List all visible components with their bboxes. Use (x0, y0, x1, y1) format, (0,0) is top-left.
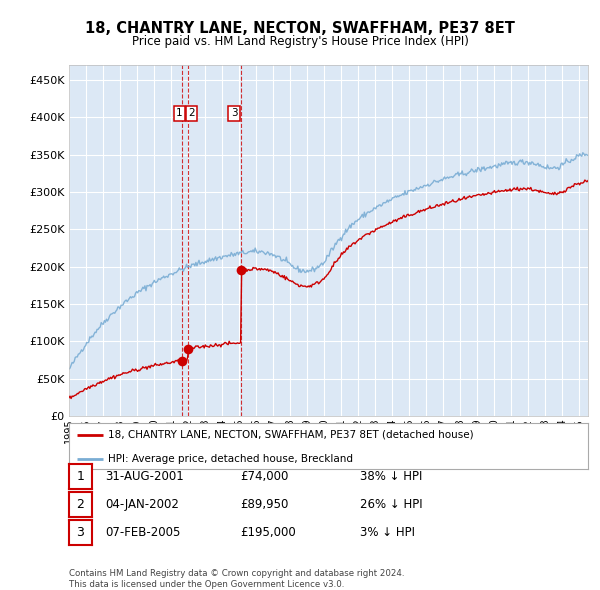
Text: 1: 1 (76, 470, 85, 483)
Text: £195,000: £195,000 (240, 526, 296, 539)
Text: HPI: Average price, detached house, Breckland: HPI: Average price, detached house, Brec… (108, 454, 353, 464)
Text: 38% ↓ HPI: 38% ↓ HPI (360, 470, 422, 483)
Text: 1: 1 (176, 109, 183, 119)
Text: 18, CHANTRY LANE, NECTON, SWAFFHAM, PE37 8ET (detached house): 18, CHANTRY LANE, NECTON, SWAFFHAM, PE37… (108, 430, 473, 440)
Text: 2: 2 (76, 498, 85, 511)
Text: 3: 3 (231, 109, 238, 119)
Text: 18, CHANTRY LANE, NECTON, SWAFFHAM, PE37 8ET: 18, CHANTRY LANE, NECTON, SWAFFHAM, PE37… (85, 21, 515, 35)
Text: £74,000: £74,000 (240, 470, 289, 483)
Text: Price paid vs. HM Land Registry's House Price Index (HPI): Price paid vs. HM Land Registry's House … (131, 35, 469, 48)
Text: 3% ↓ HPI: 3% ↓ HPI (360, 526, 415, 539)
Text: 26% ↓ HPI: 26% ↓ HPI (360, 498, 422, 511)
Text: 2: 2 (188, 109, 195, 119)
Text: £89,950: £89,950 (240, 498, 289, 511)
Text: Contains HM Land Registry data © Crown copyright and database right 2024.
This d: Contains HM Land Registry data © Crown c… (69, 569, 404, 589)
Text: 31-AUG-2001: 31-AUG-2001 (105, 470, 184, 483)
Text: 04-JAN-2002: 04-JAN-2002 (105, 498, 179, 511)
Text: 3: 3 (76, 526, 85, 539)
Text: 07-FEB-2005: 07-FEB-2005 (105, 526, 181, 539)
